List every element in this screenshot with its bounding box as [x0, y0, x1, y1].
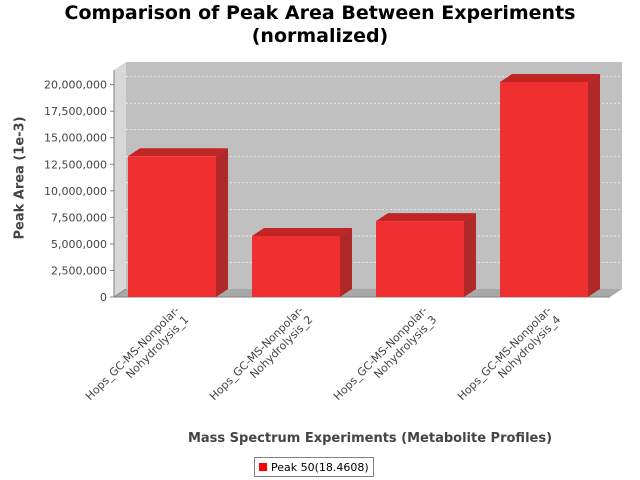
y-tick-label: 12,500,000 [44, 158, 107, 171]
x-tick-label: Hops_GC-MS-Nonpolar-Nohydrolysis_4 [455, 304, 563, 412]
axis-corner [113, 288, 127, 298]
bar-top [376, 213, 476, 222]
y-tick-label: 20,000,000 [44, 79, 107, 92]
bar [500, 81, 588, 297]
bar-side [588, 73, 600, 297]
bar [376, 221, 464, 297]
y-tick-label: 10,000,000 [44, 185, 107, 198]
y-tick-label: 2,500,000 [51, 264, 107, 277]
y-tick-label: 5,000,000 [51, 238, 107, 251]
y-axis-label: Peak Area (1e-3) [12, 116, 28, 240]
bar-side [216, 148, 228, 297]
legend-swatch [259, 463, 267, 471]
bar [252, 235, 340, 297]
bar-top [252, 227, 352, 236]
x-axis-label: Mass Spectrum Experiments (Metabolite Pr… [187, 431, 553, 446]
bar-side [340, 227, 352, 297]
y-tick-label: 15,000,000 [44, 132, 107, 145]
legend-label: Peak 50(18.4608) [271, 460, 369, 474]
y-tick-label: 17,500,000 [44, 105, 107, 118]
bar-top [500, 73, 600, 82]
y-tick-label: 7,500,000 [51, 211, 107, 224]
x-tick-label: Hops_GC-MS-Nonpolar-Nohydrolysis_2 [207, 304, 315, 412]
plot-floor [114, 289, 622, 297]
legend: Peak 50(18.4608) [254, 457, 374, 477]
y-tick-label: 0 [100, 291, 107, 304]
bar [128, 156, 216, 297]
x-tick-label: Hops_GC-MS-Nonpolar-Nohydrolysis_3 [331, 304, 439, 412]
x-tick-label: Hops_GC-MS-Nonpolar-Nohydrolysis_1 [83, 304, 191, 412]
bar-top [128, 148, 228, 157]
bar-side [464, 213, 476, 297]
chart-title: Comparison of Peak Area Between Experime… [64, 2, 576, 47]
